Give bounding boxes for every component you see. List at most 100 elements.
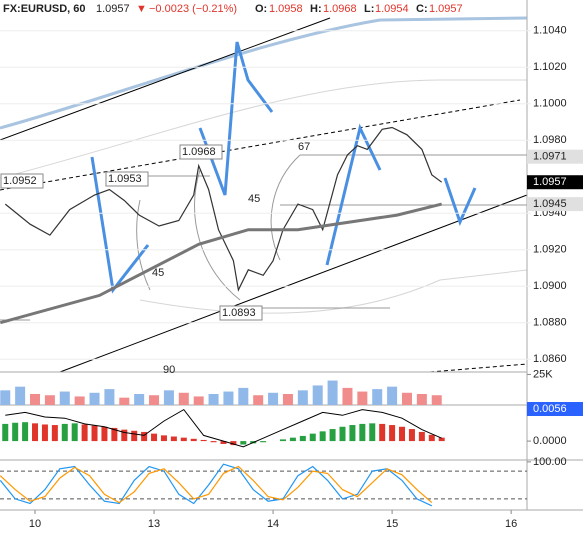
channel-upper [0, 17, 331, 141]
histogram-bar [51, 425, 58, 442]
pattern [443, 177, 477, 227]
histogram-bar [389, 425, 396, 442]
histogram-bar [359, 423, 366, 442]
histogram-bar [260, 441, 267, 443]
price-tag-label: 0.0056 [533, 403, 567, 415]
last: 1.0957 [96, 3, 130, 15]
histogram-bar [190, 438, 197, 442]
volume-bar [357, 391, 368, 405]
annotation: 90 [163, 364, 175, 376]
volume-bar [342, 387, 353, 405]
channel-extra [429, 363, 528, 373]
histogram-bar [329, 429, 336, 442]
volume-bar [416, 394, 427, 405]
histogram-bar [200, 439, 207, 442]
volume-bar [15, 386, 26, 405]
channel-lower [59, 194, 528, 373]
volume-bar [119, 397, 130, 405]
y-tick-label: 0.0000 [533, 435, 567, 447]
annotation: 67 [298, 141, 310, 153]
y-tick-label: 1.0860 [533, 353, 567, 365]
y-tick-label: 1.0920 [533, 244, 567, 256]
x-tick-label: 15 [386, 518, 398, 530]
volume-bar [89, 392, 100, 405]
volume-bar [0, 390, 11, 405]
price-tag-label: 1.0957 [533, 176, 567, 188]
series-line [5, 408, 442, 448]
volume-bar [253, 395, 264, 405]
histogram-bar [220, 441, 227, 444]
histogram-bar [71, 423, 78, 442]
histogram-bar [240, 441, 247, 445]
histogram-bar [141, 431, 148, 442]
histogram-bar [180, 437, 187, 442]
histogram-bar [379, 423, 386, 442]
volume-bar [178, 392, 189, 405]
histogram-bar [279, 439, 286, 442]
histogram-bar [81, 424, 88, 442]
volume-bar [104, 389, 115, 405]
close-label: C: [416, 3, 428, 15]
histogram-bar [230, 441, 237, 446]
price-tag-label: 1.0971 [533, 151, 567, 163]
histogram-bar [160, 435, 167, 442]
volume-bar [372, 389, 383, 405]
histogram-bar [91, 425, 98, 442]
histogram-bar [399, 426, 406, 442]
histogram-bar [309, 433, 316, 442]
annotation: 1.0953 [108, 173, 142, 185]
open: 1.0958 [269, 3, 303, 15]
band-mid [0, 79, 527, 179]
annotation: 45 [248, 193, 260, 205]
annotation: 1.0893 [222, 307, 256, 319]
histogram-bar [41, 424, 48, 442]
volume-bar [297, 390, 308, 405]
annotation: 1.0952 [3, 175, 37, 187]
close: 1.0957 [429, 3, 463, 15]
volume-bar [163, 390, 174, 405]
histogram-bar [22, 422, 29, 442]
histogram-bar [319, 431, 326, 442]
annotation-box [179, 144, 223, 160]
histogram-bar [408, 429, 415, 442]
histogram-bar [101, 426, 108, 442]
histogram-bar [299, 435, 306, 442]
x-tick-label: 16 [505, 518, 517, 530]
fib-arc [193, 169, 241, 301]
y-tick-label: 1.0900 [533, 280, 567, 292]
volume-bar [59, 391, 70, 405]
price-tag [527, 175, 583, 190]
volume-bar [74, 396, 85, 405]
low: 1.0954 [375, 3, 409, 15]
histogram-bar [151, 433, 158, 442]
volume-bar [268, 392, 279, 405]
volume-bar [30, 394, 41, 405]
annotation-box [0, 173, 44, 189]
symbol: FX:EURUSD, 60 [3, 3, 86, 15]
histogram-bar [289, 437, 296, 442]
series-line [0, 465, 433, 504]
annotation-box [219, 305, 263, 321]
series-line [0, 463, 433, 507]
histogram-bar [349, 425, 356, 442]
histogram-bar [121, 429, 128, 442]
fib-arc [136, 199, 151, 291]
price-tag-label: 1.0945 [533, 198, 567, 210]
high-label: H: [310, 3, 322, 15]
histogram-bar [369, 423, 376, 442]
band-low [139, 269, 528, 314]
volume-bar [431, 395, 442, 405]
y-tick-label: 1.1000 [533, 98, 567, 110]
y-tick-label: 1.1040 [533, 25, 567, 37]
histogram-bar [438, 437, 445, 442]
annotation: 1.0968 [182, 146, 216, 158]
histogram-bar [12, 422, 19, 442]
drawings [0, 16, 528, 373]
histogram-bar [131, 430, 138, 442]
y-tick-label: 25K [533, 368, 553, 380]
histogram-bar [428, 434, 435, 442]
y-tick-label: 1.0880 [533, 317, 567, 329]
y-tick-label: 100.00 [533, 456, 567, 468]
change: −0.0023 (−0.21%) [149, 3, 237, 15]
